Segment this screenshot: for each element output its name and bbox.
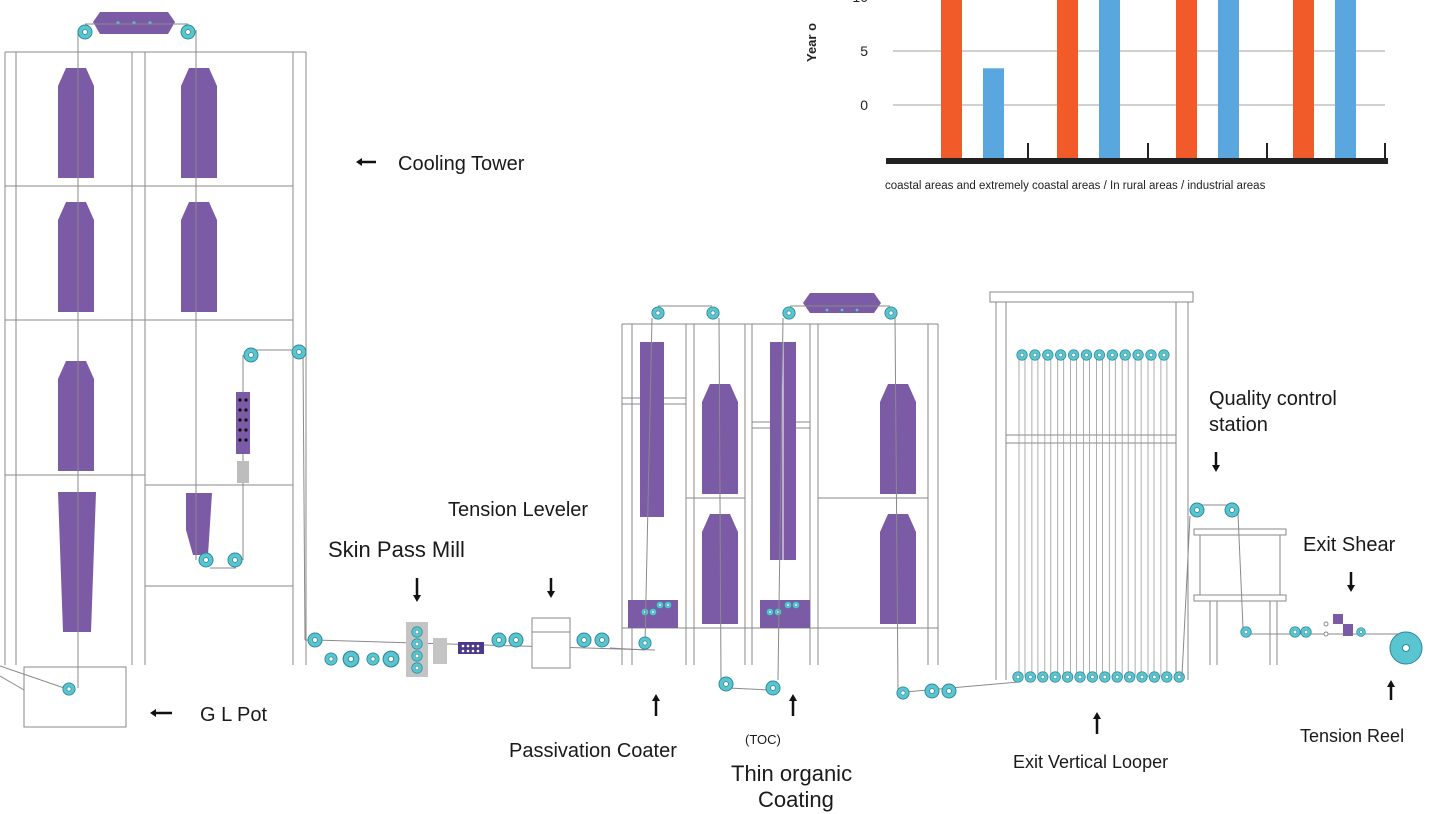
looper-top-roll [1017,350,1028,361]
looper-bottom-roll [1162,672,1173,683]
toc-label-line2: Coating [758,787,834,812]
chart-bar [1335,0,1356,158]
looper-bottom-roll [1025,672,1036,683]
exit-shear-arrow [1347,572,1355,592]
chart-bar [1057,0,1078,158]
skin-pass-rolls [308,633,399,667]
exit-vertical-looper-label: Exit Vertical Looper [1013,752,1168,772]
looper-bottom-roll [1124,672,1135,683]
gl-pot-arrow [150,709,172,717]
chart-ytick-label: 5 [860,43,868,59]
looper-bottom-roll [1112,672,1123,683]
exit-shear [1324,614,1353,636]
toc-label-line1: Thin organic [731,761,852,786]
looper-top-roll [1133,350,1144,361]
exit-shear-label: Exit Shear [1303,534,1396,556]
looper-bottom-roll [1137,672,1148,683]
looper-top-roll [1030,350,1041,361]
skin-pass-mill-label: Skin Pass Mill [328,537,465,562]
chart-bar [941,0,962,158]
looper-top-roll [1159,350,1170,361]
air-knife-panel [236,392,250,483]
skin-pass-mill [406,622,484,677]
looper-rolls [1013,350,1185,683]
looper-top-roll [1094,350,1105,361]
looper-top-roll [1043,350,1054,361]
looper-bottom-roll [1013,672,1024,683]
passivation-coater-unit [628,600,678,628]
skin-pass-arrow [413,578,421,602]
looper-top-roll [1146,350,1157,361]
cooling-tower-top-hood [93,12,175,34]
chart-xlabel: coastal areas and extremely coastal area… [885,180,1266,192]
looper-top-roll [1055,350,1066,361]
tension-leveler-equipment [492,618,609,668]
tension-reel-coil [1390,632,1422,664]
chart-bar [1099,0,1120,158]
corrosion-bar-chart: Year o 0 5 10 coastal areas and extremely … [804,0,1388,192]
chart-ytick-label: 0 [860,97,868,113]
looper-arrow [1093,712,1101,734]
looper-top-roll [1068,350,1079,361]
looper-top-roll [1081,350,1092,361]
cooling-tower-blowers [58,68,217,632]
looper-bottom-roll [1149,672,1160,683]
toc-top-hood [803,293,881,313]
chart-ytick-label: 10 [852,0,868,5]
looper-top-roll [1107,350,1118,361]
toc-coater-unit [760,600,810,628]
chart-x-axis [886,158,1388,164]
chart-x-ticks [1028,143,1385,158]
coater-dryers [640,342,916,624]
chart-bar [1176,0,1197,158]
chart-bar [983,68,1004,158]
qc-station [1182,505,1402,676]
qc-label-line1: Quality control [1209,388,1337,410]
chart-ylabel: Year o [804,23,819,62]
looper-top-roll [1120,350,1131,361]
looper-bottom-roll [1100,672,1111,683]
looper-bottom-roll [1087,672,1098,683]
cooling-tower-structure [5,52,306,665]
passivation-arrow [652,694,660,716]
strip-path-coater [610,306,1018,692]
tension-reel-label: Tension Reel [1300,726,1404,746]
tension-leveler-label: Tension Leveler [448,499,588,521]
looper-bottom-roll [1075,672,1086,683]
gl-pot-label: G L Pot [200,704,268,726]
looper-bottom-roll [1174,672,1185,683]
tension-reel-arrow [1387,680,1395,700]
looper-bottom-roll [1038,672,1049,683]
chart-bars [941,0,1356,158]
cooling-tower-label: Cooling Tower [398,153,525,175]
chart-y-ticks: 0 5 10 [852,0,868,113]
qc-arrow [1212,452,1220,472]
toc-arrow [789,694,797,716]
looper-bottom-roll [1062,672,1073,683]
tension-leveler-arrow [547,578,555,598]
chart-bar [1218,0,1239,158]
pot-roll [63,683,75,695]
toc-abbr-label: (TOC) [745,732,781,747]
passivation-coater-label: Passivation Coater [509,740,677,762]
looper-bottom-roll [1050,672,1061,683]
gl-pot [0,666,126,727]
strip-path-cooling [78,24,315,688]
cooling-tower-arrow [356,158,376,166]
qc-label-line2: station [1209,414,1268,436]
chart-bar [1293,0,1314,158]
looper-strands [1019,355,1167,677]
